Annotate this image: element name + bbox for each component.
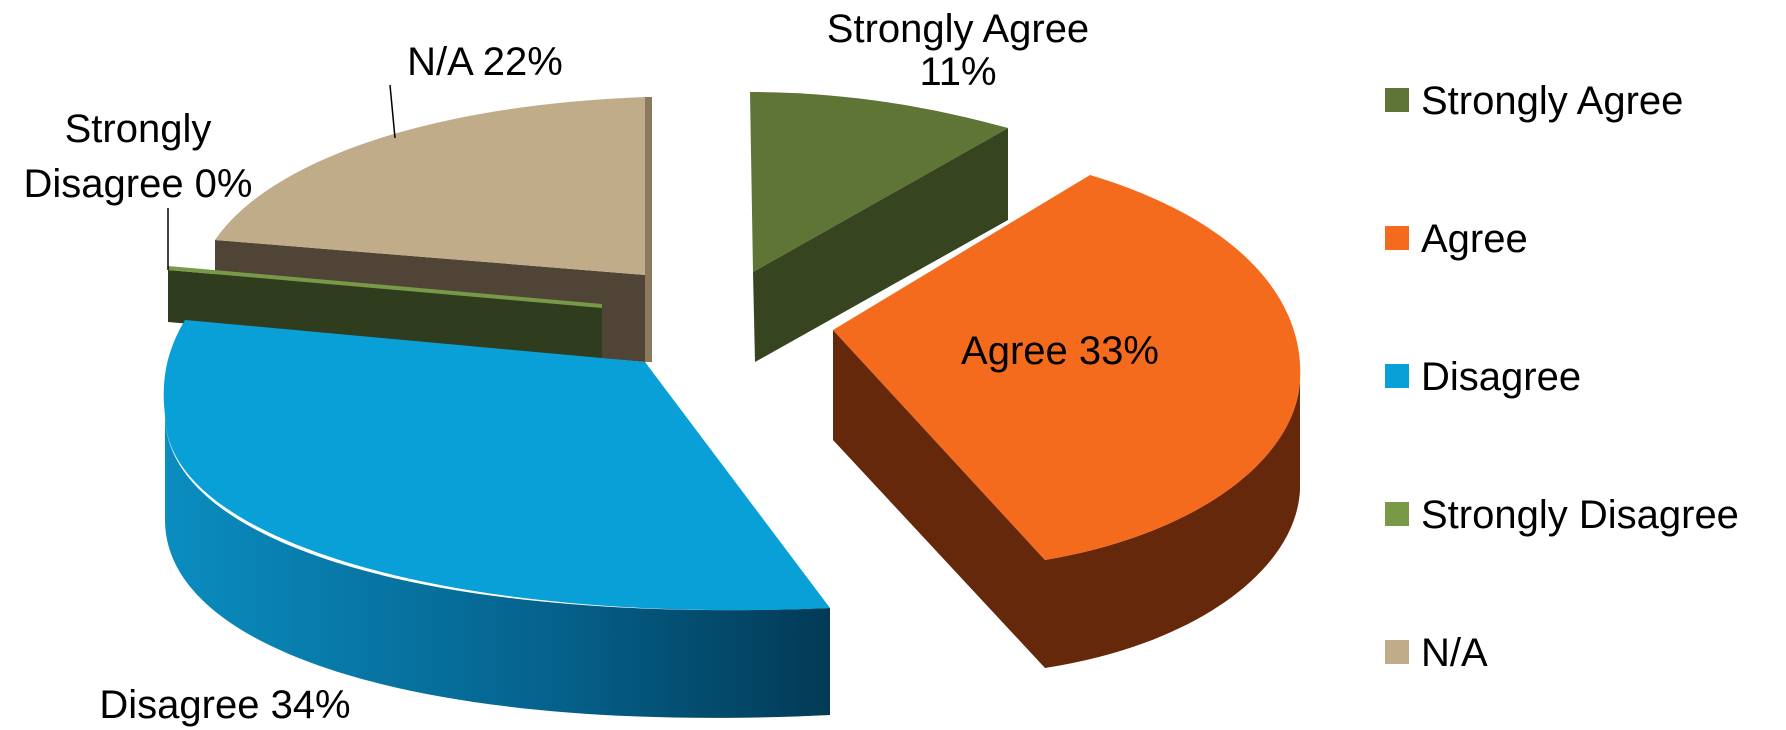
slice-agree-inner-face bbox=[833, 330, 1045, 668]
slice-strongly-agree-face bbox=[753, 128, 1008, 362]
slice-strongly-disagree-face bbox=[168, 270, 602, 360]
data-label-n-a: N/A 22% bbox=[407, 40, 563, 84]
legend-item-n-a: N/A bbox=[1385, 631, 1488, 675]
slice-strongly-agree-top bbox=[750, 92, 1008, 272]
slice-strongly-disagree-top bbox=[168, 266, 602, 308]
slice-agree-top bbox=[833, 175, 1301, 560]
legend-swatch bbox=[1385, 364, 1409, 388]
legend-item-agree: Agree bbox=[1385, 217, 1528, 261]
legend-label: N/A bbox=[1421, 631, 1488, 675]
data-label-line: Disagree 34% bbox=[99, 683, 350, 727]
slice-na-top bbox=[215, 97, 645, 275]
slice-strongly-agree bbox=[750, 92, 1008, 362]
data-label-strongly-disagree: Strongly Disagree 0% bbox=[23, 107, 252, 206]
legend-swatch bbox=[1385, 88, 1409, 112]
data-label-disagree: Disagree 34% bbox=[99, 683, 350, 727]
data-label-line: Disagree 0% bbox=[23, 162, 252, 206]
legend-item-strongly-agree: Strongly Agree bbox=[1385, 79, 1683, 123]
legend-label: Agree bbox=[1421, 217, 1528, 261]
leader-line-na bbox=[389, 84, 396, 139]
legend-swatch bbox=[1385, 640, 1409, 664]
legend-swatch bbox=[1385, 502, 1409, 526]
legend-item-disagree: Disagree bbox=[1385, 355, 1581, 399]
data-label-line: Strongly Agree bbox=[827, 7, 1089, 51]
data-label-strongly-agree: Strongly Agree 11% bbox=[827, 7, 1089, 94]
slice-na-edge bbox=[645, 97, 652, 362]
slice-agree bbox=[833, 175, 1301, 668]
data-label-line: Agree 33% bbox=[961, 329, 1159, 373]
legend-label: Strongly Agree bbox=[1421, 79, 1683, 123]
legend-swatch bbox=[1385, 226, 1409, 250]
data-label-line: 11% bbox=[919, 50, 996, 94]
legend: Strongly Agree Agree Disagree Strongly Disa… bbox=[1385, 79, 1739, 675]
data-label-line: N/A 22% bbox=[407, 40, 563, 84]
legend-label: Strongly Disagree bbox=[1421, 493, 1739, 537]
legend-label: Disagree bbox=[1421, 355, 1581, 399]
data-label-line: Strongly bbox=[65, 107, 212, 151]
legend-item-strongly-disagree: Strongly Disagree bbox=[1385, 493, 1739, 537]
data-labels: Strongly Agree 11% Agree 33% Disagree 34% St… bbox=[23, 7, 1158, 727]
data-label-agree: Agree 33% bbox=[961, 329, 1159, 373]
slice-agree-side bbox=[1045, 380, 1300, 668]
slice-disagree bbox=[163, 320, 831, 718]
slice-disagree-top bbox=[163, 320, 831, 611]
slice-disagree-side bbox=[165, 415, 830, 718]
slice-strongly-disagree bbox=[168, 266, 602, 360]
